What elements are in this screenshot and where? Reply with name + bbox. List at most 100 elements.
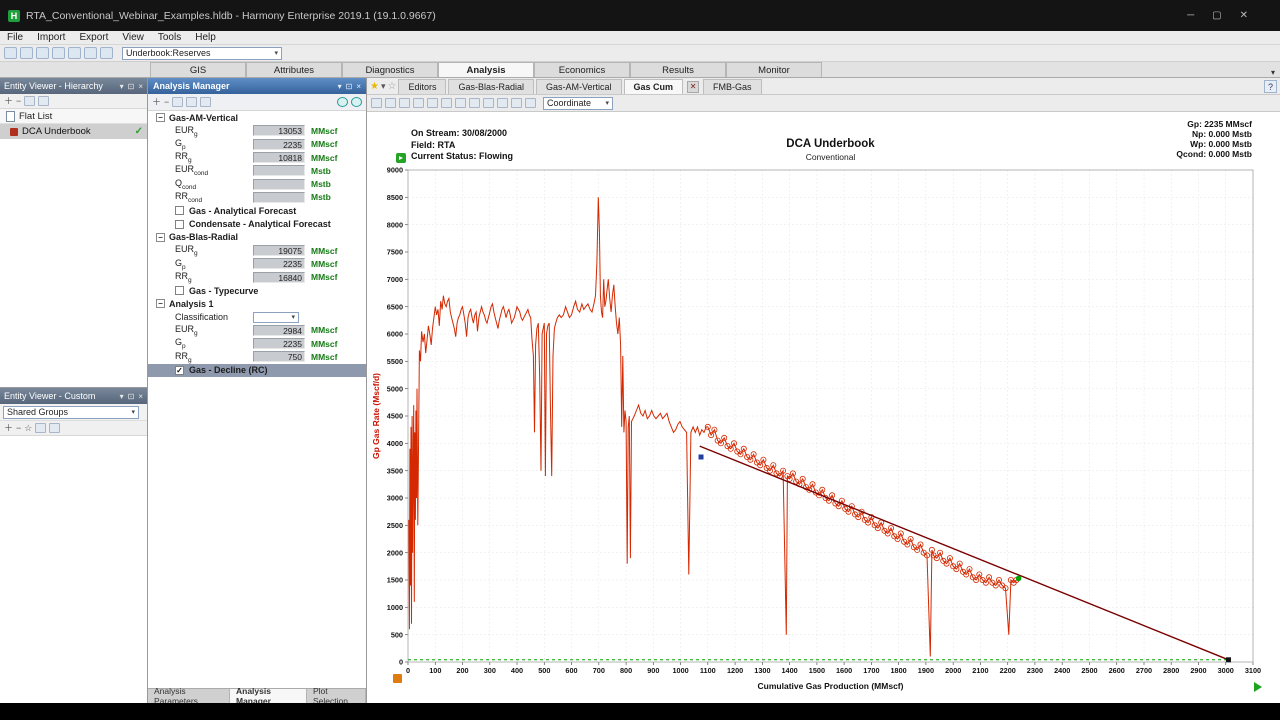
help-button[interactable]: ?: [1264, 80, 1277, 93]
collapse-icon[interactable]: −: [156, 232, 165, 242]
axes-icon[interactable]: [441, 98, 452, 108]
layout-icon[interactable]: [172, 97, 184, 107]
sync-icon[interactable]: [351, 97, 362, 107]
param-value-field[interactable]: [253, 191, 305, 203]
flat-list-toggle[interactable]: Flat List: [0, 109, 147, 124]
remove-group-icon[interactable]: −: [16, 423, 22, 433]
open-icon[interactable]: [20, 47, 33, 59]
import-icon[interactable]: [52, 47, 65, 59]
chevron-down-icon[interactable]: ▾: [380, 81, 386, 91]
plot-tab-editors[interactable]: Editors: [398, 79, 447, 94]
entity-row-dca-underbook[interactable]: DCA Underbook ✓: [0, 124, 147, 139]
bottom-tab-analysis-parameters[interactable]: Analysis Parameters: [148, 686, 230, 706]
panel-menu-icon[interactable]: ▾: [337, 81, 342, 91]
tab-attributes[interactable]: Attributes: [246, 62, 342, 77]
paint-icon[interactable]: [200, 97, 212, 107]
save-icon[interactable]: [36, 47, 49, 59]
pin-icon[interactable]: ⊡: [345, 81, 353, 91]
maximize-button[interactable]: ▢: [1212, 10, 1222, 21]
checkbox-icon[interactable]: [175, 219, 184, 229]
menu-export[interactable]: Export: [79, 32, 109, 43]
favorite-icon[interactable]: ☆: [24, 423, 33, 433]
plot-tab-gas-am-vertical[interactable]: Gas-AM-Vertical: [536, 79, 622, 94]
search-icon[interactable]: [35, 423, 47, 433]
menu-tools[interactable]: Tools: [157, 32, 182, 43]
settings-icon[interactable]: [100, 47, 113, 59]
menu-file[interactable]: File: [7, 32, 24, 43]
remove-entity-icon[interactable]: −: [16, 96, 22, 106]
param-value-field[interactable]: 19075: [253, 245, 305, 257]
new-icon[interactable]: [4, 47, 17, 59]
sync-icon[interactable]: [84, 47, 97, 59]
add-entity-icon[interactable]: ＋: [4, 96, 14, 106]
search-icon[interactable]: [38, 96, 50, 106]
tab-gis[interactable]: GIS: [150, 62, 246, 77]
analysis-group-gas-blas-radial[interactable]: − Gas-Blas-Radial: [148, 231, 366, 244]
tab-results[interactable]: Results: [630, 62, 726, 77]
param-value-field[interactable]: 2235: [253, 258, 305, 270]
coordinate-dropdown[interactable]: Coordinate ▾: [543, 96, 613, 110]
bottom-tab-analysis-manager[interactable]: Analysis Manager: [230, 686, 307, 706]
tab-monitor[interactable]: Monitor: [726, 62, 822, 77]
plot-tab-gas-cum[interactable]: Gas Cum: [623, 79, 684, 94]
collapse-icon[interactable]: −: [156, 113, 165, 123]
panel-menu-icon[interactable]: ▾: [119, 81, 124, 91]
export-icon[interactable]: [68, 47, 81, 59]
menu-import[interactable]: Import: [37, 32, 66, 43]
annotate-icon[interactable]: [525, 98, 536, 108]
add-group-icon[interactable]: ＋: [4, 423, 14, 433]
panel-close-icon[interactable]: ×: [356, 81, 361, 91]
param-value-field[interactable]: 2984: [253, 324, 305, 336]
plot-tab-fmb-gas[interactable]: FMB-Gas: [703, 79, 762, 94]
close-tab-icon[interactable]: ✕: [687, 81, 700, 93]
ruler-icon[interactable]: [511, 98, 522, 108]
tab-economics[interactable]: Economics: [534, 62, 630, 77]
zoom-box-icon[interactable]: [413, 98, 424, 108]
checkbox-icon[interactable]: [175, 286, 184, 295]
analysis-item-condensate-analytical-forecast[interactable]: Condensate - Analytical Forecast: [148, 217, 366, 230]
bottom-tab-plot-selection[interactable]: Plot Selection: [306, 686, 366, 706]
table-icon[interactable]: [186, 97, 198, 107]
checkbox-icon[interactable]: [175, 206, 184, 216]
param-value-field[interactable]: 16840: [253, 271, 305, 283]
pin-icon[interactable]: ⊡: [127, 391, 135, 401]
analysis-item-gas-analytical-forecast[interactable]: Gas - Analytical Forecast: [148, 204, 366, 217]
plot-tab-gas-blas-radial[interactable]: Gas-Blas-Radial: [448, 79, 535, 94]
param-value-field[interactable]: 750: [253, 351, 305, 363]
decline-plot[interactable]: 0 100 200 300 400 500 600 700 800 900 1000 1100 1200…: [367, 112, 1280, 703]
panel-close-icon[interactable]: ×: [138, 391, 143, 401]
pan-icon[interactable]: [427, 98, 438, 108]
print-icon[interactable]: [469, 98, 480, 108]
classification-dropdown[interactable]: ▾: [253, 311, 299, 323]
analysis-item-gas-typecurve[interactable]: Gas - Typecurve: [148, 284, 366, 297]
copy-icon[interactable]: [483, 98, 494, 108]
tab-diagnostics[interactable]: Diagnostics: [342, 62, 438, 77]
checkbox-icon[interactable]: ✓: [175, 365, 184, 375]
zoom-in-icon[interactable]: [385, 98, 396, 108]
param-value-field[interactable]: 2235: [253, 138, 305, 150]
pin-icon[interactable]: ⊡: [127, 81, 135, 91]
menu-help[interactable]: Help: [195, 32, 216, 43]
chart-area[interactable]: On Stream: 30/08/2000 Field: RTA Current…: [367, 112, 1280, 703]
favorites-star-icon[interactable]: ★: [370, 81, 379, 92]
param-value-field[interactable]: [253, 178, 305, 190]
entity-selector-dropdown[interactable]: Underbook:Reserves ▾: [122, 46, 282, 60]
crosshair-icon[interactable]: [455, 98, 466, 108]
refresh-icon[interactable]: [337, 97, 348, 107]
panel-menu-icon[interactable]: ▾: [119, 391, 124, 401]
remove-analysis-icon[interactable]: −: [164, 97, 170, 107]
filter-icon[interactable]: [24, 96, 36, 106]
panel-close-icon[interactable]: ×: [138, 81, 143, 91]
analysis-group-analysis-1[interactable]: − Analysis 1: [148, 297, 366, 310]
param-value-field[interactable]: 13053: [253, 125, 305, 137]
add-analysis-icon[interactable]: ＋: [152, 97, 162, 107]
param-value-field[interactable]: 10818: [253, 152, 305, 164]
param-value-field[interactable]: 2235: [253, 338, 305, 350]
tab-analysis[interactable]: Analysis: [438, 62, 534, 77]
zoom-out-icon[interactable]: [399, 98, 410, 108]
add-favorite-star-icon[interactable]: ☆: [387, 81, 397, 92]
shared-groups-dropdown[interactable]: Shared Groups ▾: [3, 405, 139, 419]
collapse-icon[interactable]: −: [156, 299, 165, 309]
analysis-group-gas-am-vertical[interactable]: − Gas-AM-Vertical: [148, 111, 366, 124]
autofit-run-icon[interactable]: [1254, 682, 1262, 692]
